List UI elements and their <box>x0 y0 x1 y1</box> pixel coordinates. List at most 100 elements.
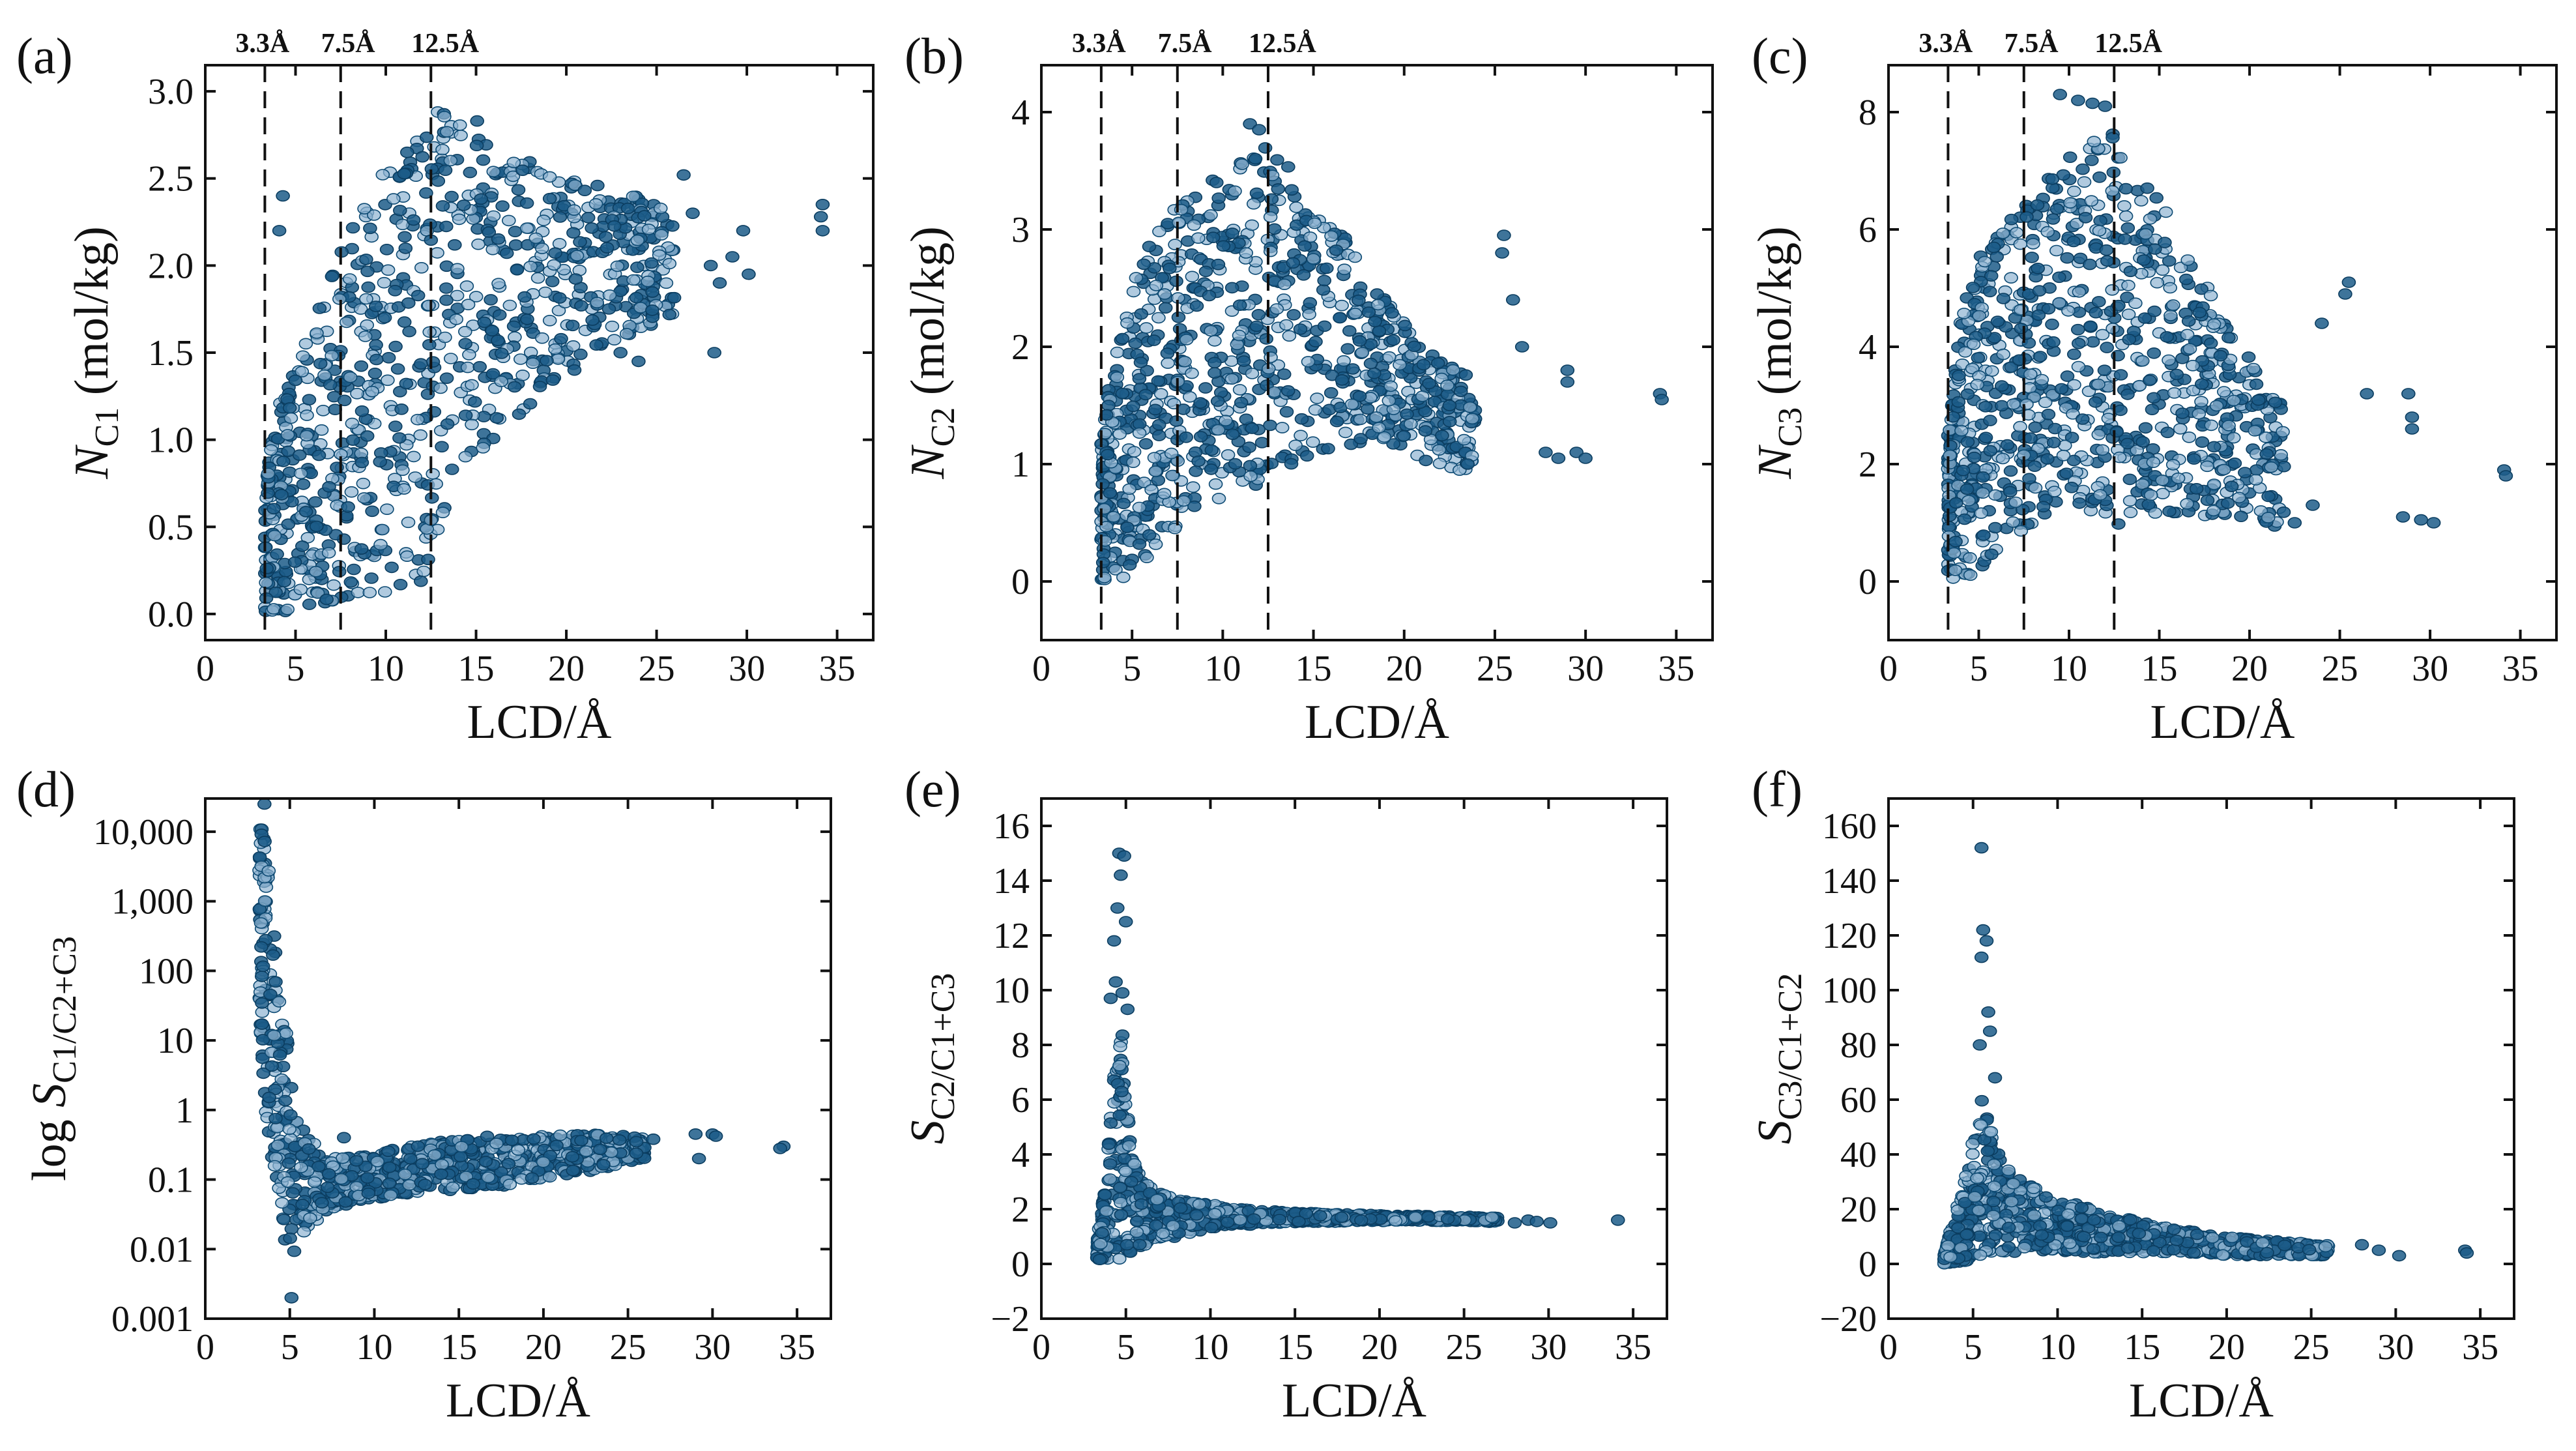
data-point <box>353 303 368 315</box>
data-point <box>2118 233 2132 245</box>
data-point <box>419 187 433 199</box>
data-point <box>443 353 458 364</box>
data-point <box>1294 413 1309 425</box>
data-point <box>491 334 505 347</box>
y-tick-label: 6 <box>1859 210 1877 250</box>
data-point <box>1279 319 1294 331</box>
data-point <box>2248 424 2263 437</box>
y-tick-label: 1,000 <box>111 882 194 922</box>
data-point <box>1134 308 1148 320</box>
data-point <box>477 316 491 329</box>
y-tick-label: 1 <box>1011 445 1030 485</box>
x-tick-label: 20 <box>1386 649 1423 689</box>
data-point <box>361 281 376 293</box>
data-point <box>365 505 379 518</box>
data-point <box>2232 491 2246 504</box>
data-point <box>2076 163 2090 175</box>
data-point <box>255 1018 269 1030</box>
data-point <box>1243 460 1258 472</box>
data-point <box>2046 437 2061 448</box>
outlier-point <box>1442 400 1457 411</box>
data-point <box>268 586 283 598</box>
panel-label: (c) <box>1752 27 1808 84</box>
data-point <box>1382 351 1397 363</box>
data-point <box>1306 253 1321 265</box>
y-tick-label: 2 <box>1011 327 1030 368</box>
data-point <box>1204 463 1219 475</box>
data-point <box>2033 351 2048 362</box>
x-axis-label: LCD/Å <box>467 696 612 749</box>
outlier-point <box>1103 992 1118 1004</box>
data-point <box>1297 240 1312 252</box>
data-point <box>1115 387 1130 400</box>
data-point <box>287 1245 302 1257</box>
data-point <box>1985 365 1999 377</box>
data-point <box>2162 354 2176 366</box>
data-point <box>517 291 532 303</box>
data-point <box>1172 216 1186 229</box>
data-point <box>486 210 501 222</box>
data-point <box>581 212 596 224</box>
data-point <box>1113 1040 1127 1053</box>
y-tick-label: 1 <box>175 1091 194 1131</box>
data-point <box>295 366 310 378</box>
threshold-label: 12.5Å <box>1249 29 1317 59</box>
data-point <box>1146 334 1161 346</box>
data-point <box>1097 572 1112 583</box>
data-point <box>1965 282 1980 293</box>
outlier-point <box>1497 229 1511 241</box>
data-point <box>370 1156 385 1167</box>
outlier-point <box>276 190 290 202</box>
data-point <box>1095 1227 1109 1239</box>
data-point <box>452 213 467 226</box>
y-tick-label: 2.0 <box>148 246 194 286</box>
y-tick-label: 100 <box>139 951 194 991</box>
x-tick-label: 0 <box>196 649 214 689</box>
data-point <box>1148 403 1163 416</box>
outlier-point <box>2315 317 2329 329</box>
data-point <box>466 213 480 225</box>
data-point <box>1316 284 1331 296</box>
data-point <box>2158 206 2173 218</box>
data-point <box>474 193 488 205</box>
data-point <box>2034 374 2049 386</box>
data-point <box>1279 405 1294 418</box>
data-point <box>1142 241 1157 253</box>
data-point <box>1251 308 1266 321</box>
data-point <box>2123 506 2138 518</box>
data-point <box>547 259 561 271</box>
data-point <box>1245 219 1259 231</box>
data-point <box>2221 332 2236 344</box>
data-point <box>1209 177 1224 188</box>
y-tick-label: 10,000 <box>93 812 194 853</box>
outlier-point <box>686 207 700 220</box>
data-point <box>482 226 497 238</box>
data-point <box>259 576 273 589</box>
data-point <box>1421 1210 1436 1223</box>
data-point <box>343 371 358 383</box>
data-point <box>2163 282 2177 294</box>
data-point <box>476 442 491 454</box>
data-point <box>1235 158 1249 170</box>
data-point <box>491 278 506 289</box>
data-point <box>1133 1238 1147 1251</box>
data-point <box>297 1225 311 1238</box>
data-point <box>2092 296 2106 308</box>
data-point <box>321 547 336 559</box>
data-point <box>413 358 428 370</box>
data-point <box>1176 403 1191 415</box>
outlier-point <box>1543 1217 1557 1229</box>
data-point <box>1415 390 1430 402</box>
data-point <box>1147 452 1162 464</box>
y-axis-label-unit: (mol/kg) <box>65 226 119 407</box>
data-point <box>1972 310 1986 322</box>
data-point <box>1368 315 1382 328</box>
data-point <box>1335 299 1349 312</box>
data-point <box>2135 355 2150 367</box>
data-point <box>1432 458 1447 469</box>
data-point <box>362 587 377 598</box>
data-point <box>2023 432 2038 444</box>
data-point <box>553 1129 568 1141</box>
data-point <box>519 222 534 234</box>
data-point <box>1126 400 1140 413</box>
